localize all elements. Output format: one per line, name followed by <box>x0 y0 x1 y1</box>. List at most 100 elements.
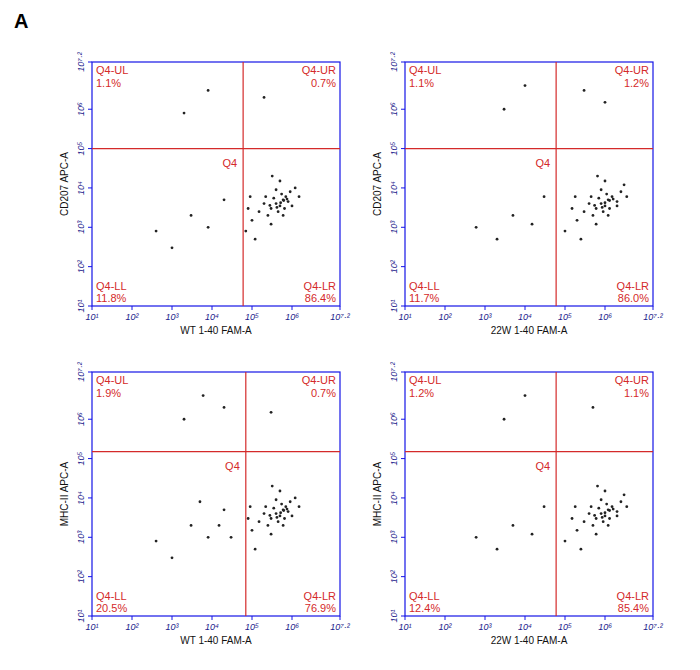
event-dot <box>531 533 534 536</box>
y-tick-label: 10⁶ <box>76 102 86 116</box>
gate-lines <box>405 372 653 616</box>
y-axis-label: CD207 APC-A <box>372 152 383 216</box>
event-dot <box>267 524 270 527</box>
event-dot <box>294 497 297 500</box>
event-dot <box>183 418 186 421</box>
plot-frame <box>405 62 653 306</box>
quadrant-name: Q4-UL <box>96 374 128 386</box>
y-tick <box>401 187 405 188</box>
y-tick <box>401 372 405 373</box>
event-dot <box>249 195 252 198</box>
quadrant-name: Q4-LR <box>617 280 649 292</box>
event-dot <box>604 514 607 517</box>
x-axis-label: WT 1-40 FAM-A <box>180 325 252 336</box>
gate-horizontal <box>405 148 653 149</box>
y-tick-label: 10¹ <box>389 609 399 622</box>
x-tick-label: 10² <box>438 312 452 322</box>
gate-name: Q4 <box>225 460 240 472</box>
y-tick-label: 10⁴ <box>389 181 399 195</box>
x-tick <box>212 306 213 310</box>
event-dot <box>264 195 267 198</box>
event-dot <box>223 406 226 409</box>
quadrant-name: Q4-LR <box>304 590 336 602</box>
y-tick-label: 10² <box>76 259 86 273</box>
quadrant-name: Q4-LR <box>617 590 649 602</box>
x-tick-label: 10⁵ <box>245 622 259 632</box>
x-tick-label: 10⁵ <box>245 312 259 322</box>
x-tick <box>172 616 173 620</box>
gate-lines <box>92 62 340 306</box>
event-dot <box>155 540 158 543</box>
quadrant-percent: 12.4% <box>409 602 440 614</box>
event-dot <box>244 230 247 233</box>
event-dot <box>576 219 579 222</box>
y-tick <box>88 537 92 538</box>
event-dot <box>251 529 254 532</box>
y-axis-label: CD207 APC-A <box>59 152 70 216</box>
gate-lines <box>405 62 653 306</box>
event-dot <box>605 503 608 506</box>
event-dot <box>171 556 174 559</box>
event-dot <box>282 524 285 527</box>
quadrant-percent: 1.9% <box>96 387 121 399</box>
event-dot <box>270 517 273 520</box>
gate-horizontal <box>92 451 340 452</box>
y-tick-label: 10⁴ <box>389 491 399 505</box>
x-tick <box>405 306 406 310</box>
quadrant-name: Q4-LR <box>304 280 336 292</box>
y-tick <box>401 109 405 110</box>
event-dot <box>286 198 289 201</box>
event-dot <box>595 517 598 520</box>
event-dot <box>275 188 278 191</box>
event-dot <box>282 214 285 217</box>
y-tick <box>88 227 92 228</box>
y-tick <box>88 109 92 110</box>
y-tick <box>401 458 405 459</box>
event-dot <box>286 508 289 511</box>
event-dot <box>620 500 623 503</box>
event-dot <box>294 187 297 190</box>
event-dot <box>623 493 626 496</box>
event-dot <box>272 507 275 510</box>
event-dot <box>592 214 595 217</box>
event-dot <box>512 214 515 217</box>
x-tick-label: 10⁶ <box>598 312 612 322</box>
event-dot <box>600 202 603 205</box>
event-dot <box>287 510 290 513</box>
y-tick <box>401 148 405 149</box>
event-dot <box>583 210 586 213</box>
x-tick <box>565 616 566 620</box>
quadrant-percent: 1.1% <box>624 387 649 399</box>
event-dot <box>602 210 605 213</box>
x-tick <box>92 306 93 310</box>
x-tick-label: 10⁶ <box>598 622 612 632</box>
event-dot <box>571 517 574 520</box>
event-dot <box>270 223 273 226</box>
y-tick <box>88 187 92 188</box>
x-tick <box>605 306 606 310</box>
y-tick-label: 10¹ <box>76 609 86 622</box>
event-dot <box>289 500 292 503</box>
event-dot <box>601 206 604 209</box>
x-tick-label: 10² <box>125 312 139 322</box>
event-dot <box>282 509 285 512</box>
y-tick-label: 10⁶ <box>76 412 86 426</box>
x-tick <box>340 306 341 310</box>
event-dot <box>580 548 583 551</box>
event-dot <box>291 514 294 517</box>
event-dot <box>275 498 278 501</box>
event-dot <box>608 509 611 512</box>
x-tick-label: 10³ <box>165 312 179 322</box>
event-dot <box>289 190 292 193</box>
y-tick-label: 10² <box>389 569 399 583</box>
panel: 10¹10²10³10⁴10⁵10⁶10⁷·²10¹10²10³10⁴10⁵10… <box>372 51 664 336</box>
x-tick <box>445 306 446 310</box>
event-dot <box>230 536 233 539</box>
event-dot <box>595 533 598 536</box>
event-dot <box>623 183 626 186</box>
event-dot <box>601 516 604 519</box>
event-dot <box>590 505 593 508</box>
quadrant-percent: 86.4% <box>305 292 336 304</box>
y-tick-label: 10⁷·² <box>76 51 86 71</box>
y-tick-label: 10³ <box>76 530 86 544</box>
